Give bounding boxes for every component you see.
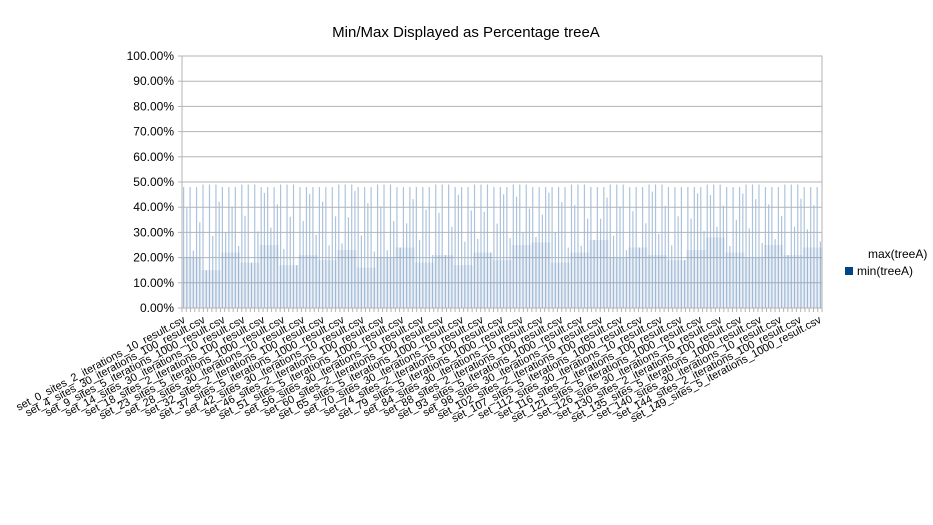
min-series-bar bbox=[472, 252, 493, 308]
y-tick-label: 20.00% bbox=[133, 251, 174, 265]
min-series-bar bbox=[647, 255, 667, 308]
min-series-bar bbox=[763, 245, 784, 308]
min-series-bar bbox=[531, 242, 551, 308]
y-tick-label: 90.00% bbox=[133, 74, 174, 88]
y-tick-label: 0.00% bbox=[140, 301, 174, 315]
min-series-bar bbox=[666, 260, 687, 308]
min-series-bar bbox=[725, 252, 745, 308]
min-series-bar bbox=[511, 245, 532, 308]
min-series-bar bbox=[569, 252, 590, 308]
min-series-bar bbox=[550, 262, 570, 308]
min-series-bar bbox=[201, 270, 221, 308]
min-series-bar bbox=[220, 252, 241, 308]
grid-lines bbox=[181, 55, 823, 309]
y-tick-label: 30.00% bbox=[133, 225, 174, 239]
min-series-bar bbox=[705, 237, 726, 308]
min-series-bar bbox=[240, 262, 260, 308]
min-series-bar bbox=[356, 267, 376, 308]
legend-label-max: max(treeA) bbox=[868, 247, 927, 261]
y-tick-label: 10.00% bbox=[133, 276, 174, 290]
min-series-bar bbox=[182, 257, 202, 308]
x-axis-tick-labels: set_0_sites_2_iterations_10_result.csvse… bbox=[14, 314, 823, 425]
min-series-bar bbox=[783, 255, 803, 308]
y-tick-label: 40.00% bbox=[133, 200, 174, 214]
min-series-bar bbox=[802, 247, 822, 308]
y-tick-label: 50.00% bbox=[133, 175, 174, 189]
y-axis-tick-labels: 0.00% 10.00% 20.00% 30.00% 40.00% 50.00% 60.00… bbox=[127, 49, 175, 315]
plot-area bbox=[182, 184, 822, 308]
min-series-bar bbox=[608, 257, 629, 308]
min-series-bar bbox=[628, 247, 648, 308]
min-series-bar bbox=[589, 239, 609, 308]
min-series-bar bbox=[395, 247, 415, 308]
min-series-bar bbox=[375, 257, 396, 308]
min-series-bar bbox=[434, 255, 454, 308]
chart-title: Min/Max Displayed as Percentage treeA bbox=[332, 24, 600, 41]
min-series-bar bbox=[259, 245, 279, 308]
min-series-bar bbox=[278, 265, 299, 308]
y-tick-label: 70.00% bbox=[133, 125, 174, 139]
min-series-bar bbox=[414, 262, 435, 308]
min-series-bar bbox=[298, 255, 318, 308]
legend: max(treeA) min(treeA) bbox=[845, 247, 927, 278]
legend-label-min: min(treeA) bbox=[857, 264, 913, 278]
y-tick-label: 100.00% bbox=[127, 49, 175, 63]
min-series-bar bbox=[317, 260, 338, 308]
min-series-bar bbox=[337, 250, 357, 308]
y-tick-label: 60.00% bbox=[133, 150, 174, 164]
min-series-bar bbox=[744, 257, 764, 308]
y-tick-label: 80.00% bbox=[133, 99, 174, 113]
legend-swatch-min bbox=[845, 267, 853, 275]
min-series-bar bbox=[492, 260, 512, 308]
min-series-bar bbox=[686, 250, 706, 308]
axes bbox=[178, 55, 823, 312]
min-series-bar bbox=[453, 265, 473, 308]
